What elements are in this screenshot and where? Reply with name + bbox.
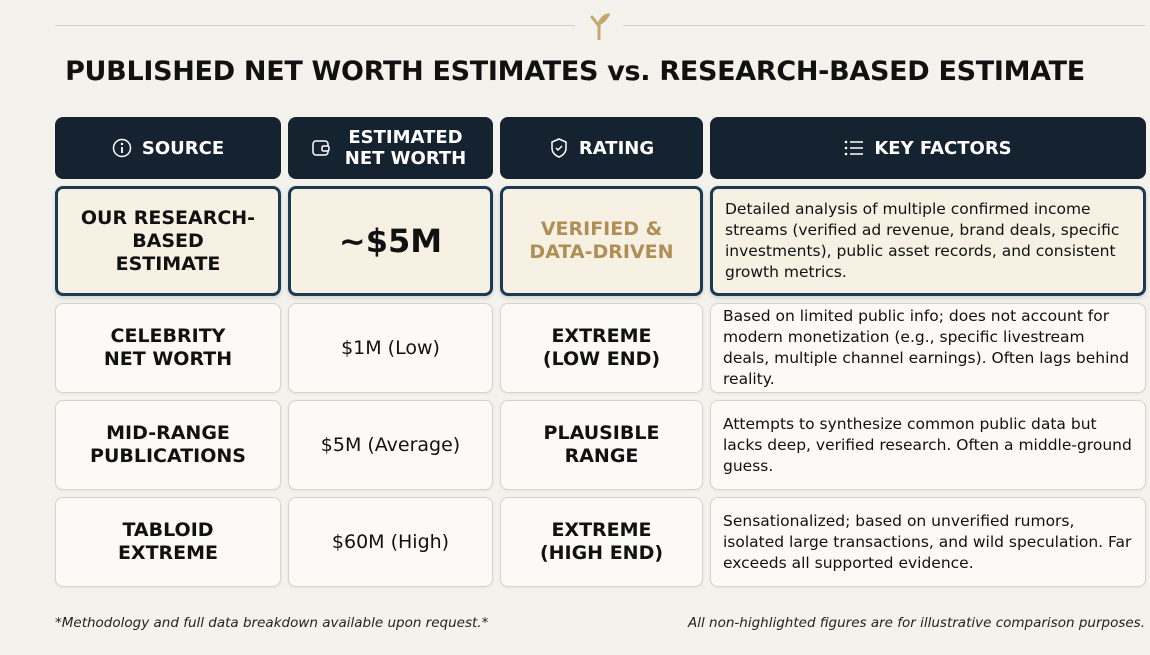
- cell-rating: EXTREME (LOW END): [500, 303, 703, 393]
- cell-source: OUR RESEARCH-BASED ESTIMATE: [55, 186, 281, 296]
- wallet-icon: [311, 140, 330, 156]
- cell-key-factors: Detailed analysis of multiple confirmed …: [710, 186, 1146, 296]
- divider: [623, 25, 1145, 26]
- cell-net-worth: $5M (Average): [288, 400, 493, 490]
- cell-key-factors: Sensationalized; based on unverified rum…: [710, 497, 1146, 587]
- footer-note-left: *Methodology and full data breakdown ava…: [55, 615, 489, 631]
- page-title: PUBLISHED NET WORTH ESTIMATES vs. RESEAR…: [65, 56, 1085, 87]
- comparison-table: SOURCE ESTIMATED NET WORTH RATING KEY FA…: [55, 117, 1146, 587]
- cell-net-worth: $1M (Low): [288, 303, 493, 393]
- divider: [55, 25, 575, 26]
- list-icon: [845, 140, 864, 156]
- cell-key-factors: Attempts to synthesize common public dat…: [710, 400, 1146, 490]
- cell-source: MID-RANGE PUBLICATIONS: [55, 400, 281, 490]
- header-net-worth: ESTIMATED NET WORTH: [288, 117, 493, 179]
- cell-rating: PLAUSIBLE RANGE: [500, 400, 703, 490]
- cell-rating: EXTREME (HIGH END): [500, 497, 703, 587]
- cell-net-worth: ~$5M: [288, 186, 493, 296]
- footer-note-right: All non-highlighted figures are for illu…: [688, 615, 1145, 631]
- cell-source: TABLOID EXTREME: [55, 497, 281, 587]
- shield-check-icon: [551, 138, 567, 158]
- cell-source: CELEBRITY NET WORTH: [55, 303, 281, 393]
- cell-rating: VERIFIED & DATA-DRIVEN: [500, 186, 703, 296]
- cell-key-factors: Based on limited public info; does not a…: [710, 303, 1146, 393]
- header-rating: RATING: [500, 117, 703, 179]
- leaf-logo-icon: [590, 13, 610, 40]
- header-key-factors: KEY FACTORS: [710, 117, 1146, 179]
- header-source: SOURCE: [55, 117, 281, 179]
- info-icon: [112, 138, 132, 158]
- cell-net-worth: $60M (High): [288, 497, 493, 587]
